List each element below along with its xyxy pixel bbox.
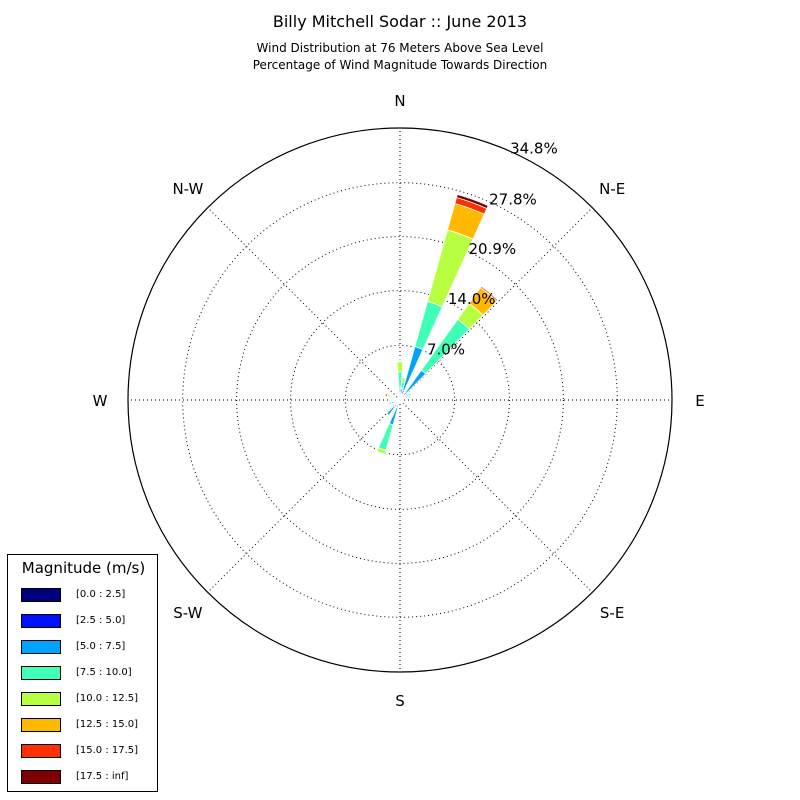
wind-sector-bar — [479, 285, 499, 302]
wind-sector-bar — [376, 447, 387, 455]
direction-label: E — [695, 392, 704, 410]
legend-label: [12.5 : 15.0] — [76, 719, 139, 730]
radial-tick-label: 20.9% — [469, 240, 517, 258]
legend-swatch — [21, 614, 61, 628]
legend-label: [2.5 : 5.0] — [76, 615, 126, 626]
legend-label: [7.5 : 10.0] — [76, 667, 132, 678]
wind-sector-bar — [388, 402, 392, 406]
legend-label: [10.0 : 12.5] — [76, 693, 139, 704]
wind-sector-bar — [391, 398, 394, 402]
legend-swatch — [21, 718, 61, 732]
grid-spoke — [207, 399, 401, 593]
legend-swatch — [21, 692, 61, 706]
chart-subtitle-line2: Percentage of Wind Magnitude Towards Dir… — [252, 58, 548, 72]
wind-sector-bar — [386, 405, 396, 416]
legend-label: [0.0 : 2.5] — [76, 589, 126, 600]
legend-label: [5.0 : 7.5] — [76, 641, 126, 652]
grid-ring — [236, 236, 564, 564]
chart-subtitle-line1: Wind Distribution at 76 Meters Above Sea… — [256, 41, 544, 55]
legend-title: Magnitude (m/s) — [21, 559, 146, 577]
wind-sector-bar — [405, 394, 412, 399]
grid-ring — [344, 344, 456, 456]
grid-spoke — [399, 399, 593, 593]
grid-spoke — [207, 207, 401, 401]
wind-sector-bar — [456, 193, 489, 210]
direction-label: S — [395, 692, 405, 710]
wind-sector-bar — [400, 401, 404, 404]
radial-tick-label: 34.8% — [510, 140, 558, 158]
direction-label: N-W — [172, 180, 203, 198]
legend-swatch — [21, 666, 61, 680]
direction-label: S-E — [600, 604, 624, 622]
wind-sector-bar — [401, 376, 407, 379]
wind-sector-bar — [407, 392, 412, 397]
legend-label: [15.0 : 17.5] — [76, 745, 139, 756]
wind-sector-bar — [377, 422, 394, 451]
legend-swatch — [21, 640, 61, 654]
chart-title: Billy Mitchell Sodar :: June 2013 — [272, 12, 528, 31]
direction-label: N — [394, 92, 405, 110]
radial-tick-label: 7.0% — [427, 340, 465, 358]
grid-ring — [182, 182, 618, 618]
outer-ring — [127, 127, 673, 673]
grid-ring — [290, 290, 510, 510]
direction-label: W — [93, 392, 108, 410]
grid-spoke — [399, 207, 593, 401]
legend-swatch — [21, 744, 61, 758]
legend: Magnitude (m/s) [0.0 : 2.5] [2.5 : 5.0] … — [7, 554, 158, 792]
legend-swatch — [21, 588, 61, 602]
legend-swatch — [21, 770, 61, 784]
wind-sector-bar — [383, 392, 387, 397]
direction-label: S-W — [173, 604, 202, 622]
direction-label: N-E — [599, 180, 625, 198]
wind-sector-bar — [395, 392, 399, 397]
wind-sector-bar — [396, 361, 404, 373]
legend-label: [17.5 : inf] — [76, 771, 129, 782]
wind-sector-bar — [396, 359, 404, 361]
radial-tick-label: 14.0% — [448, 290, 496, 308]
radial-tick-label: 27.8% — [489, 190, 537, 208]
